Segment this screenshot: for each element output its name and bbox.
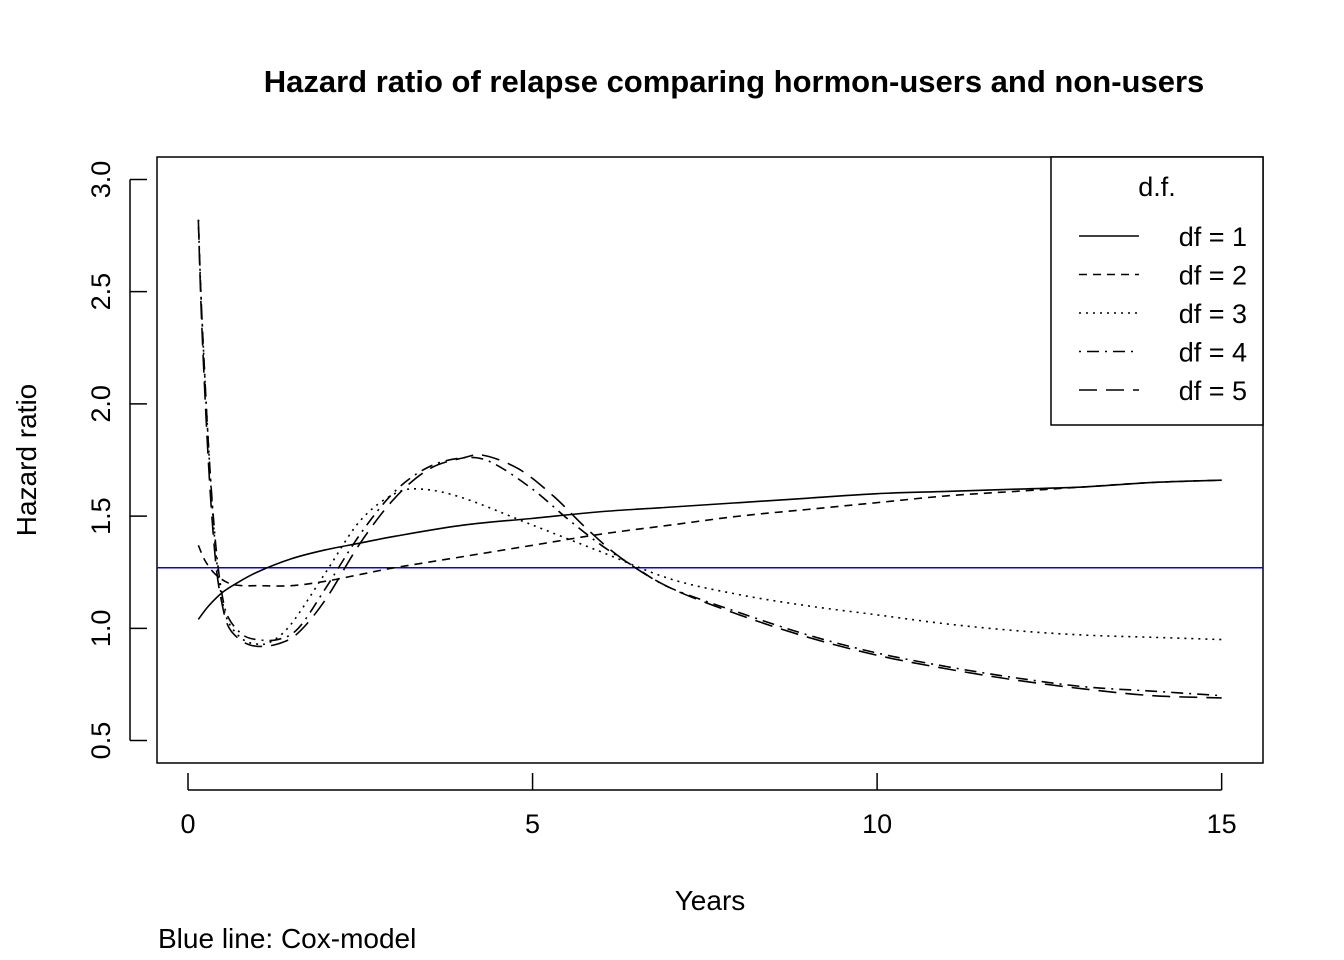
x-tick-label: 10 bbox=[862, 809, 892, 839]
series-line-df-1 bbox=[197, 479, 1222, 620]
series-line-df-2 bbox=[197, 479, 1222, 587]
legend-label-df-2: df = 2 bbox=[1179, 261, 1247, 291]
y-tick-label: 2.0 bbox=[86, 385, 116, 423]
legend-label-df-1: df = 1 bbox=[1179, 222, 1247, 252]
y-axis-label: Hazard ratio bbox=[11, 384, 42, 537]
x-tick-label: 15 bbox=[1207, 809, 1237, 839]
y-tick-label: 2.5 bbox=[86, 273, 116, 311]
legend: d.f. df = 1 df = 2 df = 3 df = 4 df = 5 bbox=[1050, 156, 1264, 426]
legend-label-df-4: df = 4 bbox=[1179, 338, 1247, 368]
plot-area bbox=[157, 219, 1263, 699]
x-axis-label: Years bbox=[675, 885, 746, 916]
y-tick-label: 1.0 bbox=[86, 610, 116, 648]
chart-title: Hazard ratio of relapse comparing hormon… bbox=[264, 64, 1205, 99]
y-axis: 0.5 1.0 1.5 2.0 2.5 3.0 bbox=[86, 161, 147, 760]
x-axis: 0 5 10 15 bbox=[180, 773, 1237, 839]
cox-model-note: Blue line: Cox-model bbox=[158, 923, 416, 954]
legend-box bbox=[1050, 156, 1264, 426]
legend-label-df-3: df = 3 bbox=[1179, 299, 1247, 329]
y-tick-label: 0.5 bbox=[86, 722, 116, 760]
legend-label-df-5: df = 5 bbox=[1179, 376, 1247, 406]
legend-title: d.f. bbox=[1138, 172, 1176, 202]
y-tick-label: 3.0 bbox=[86, 161, 116, 199]
plot-frame bbox=[156, 156, 1264, 764]
x-tick-label: 0 bbox=[180, 809, 195, 839]
y-tick-label: 1.5 bbox=[86, 497, 116, 535]
x-tick-label: 5 bbox=[525, 809, 540, 839]
series-line-df-5 bbox=[197, 219, 1222, 699]
legend-items: df = 1 df = 2 df = 3 df = 4 df = 5 bbox=[1079, 222, 1247, 406]
